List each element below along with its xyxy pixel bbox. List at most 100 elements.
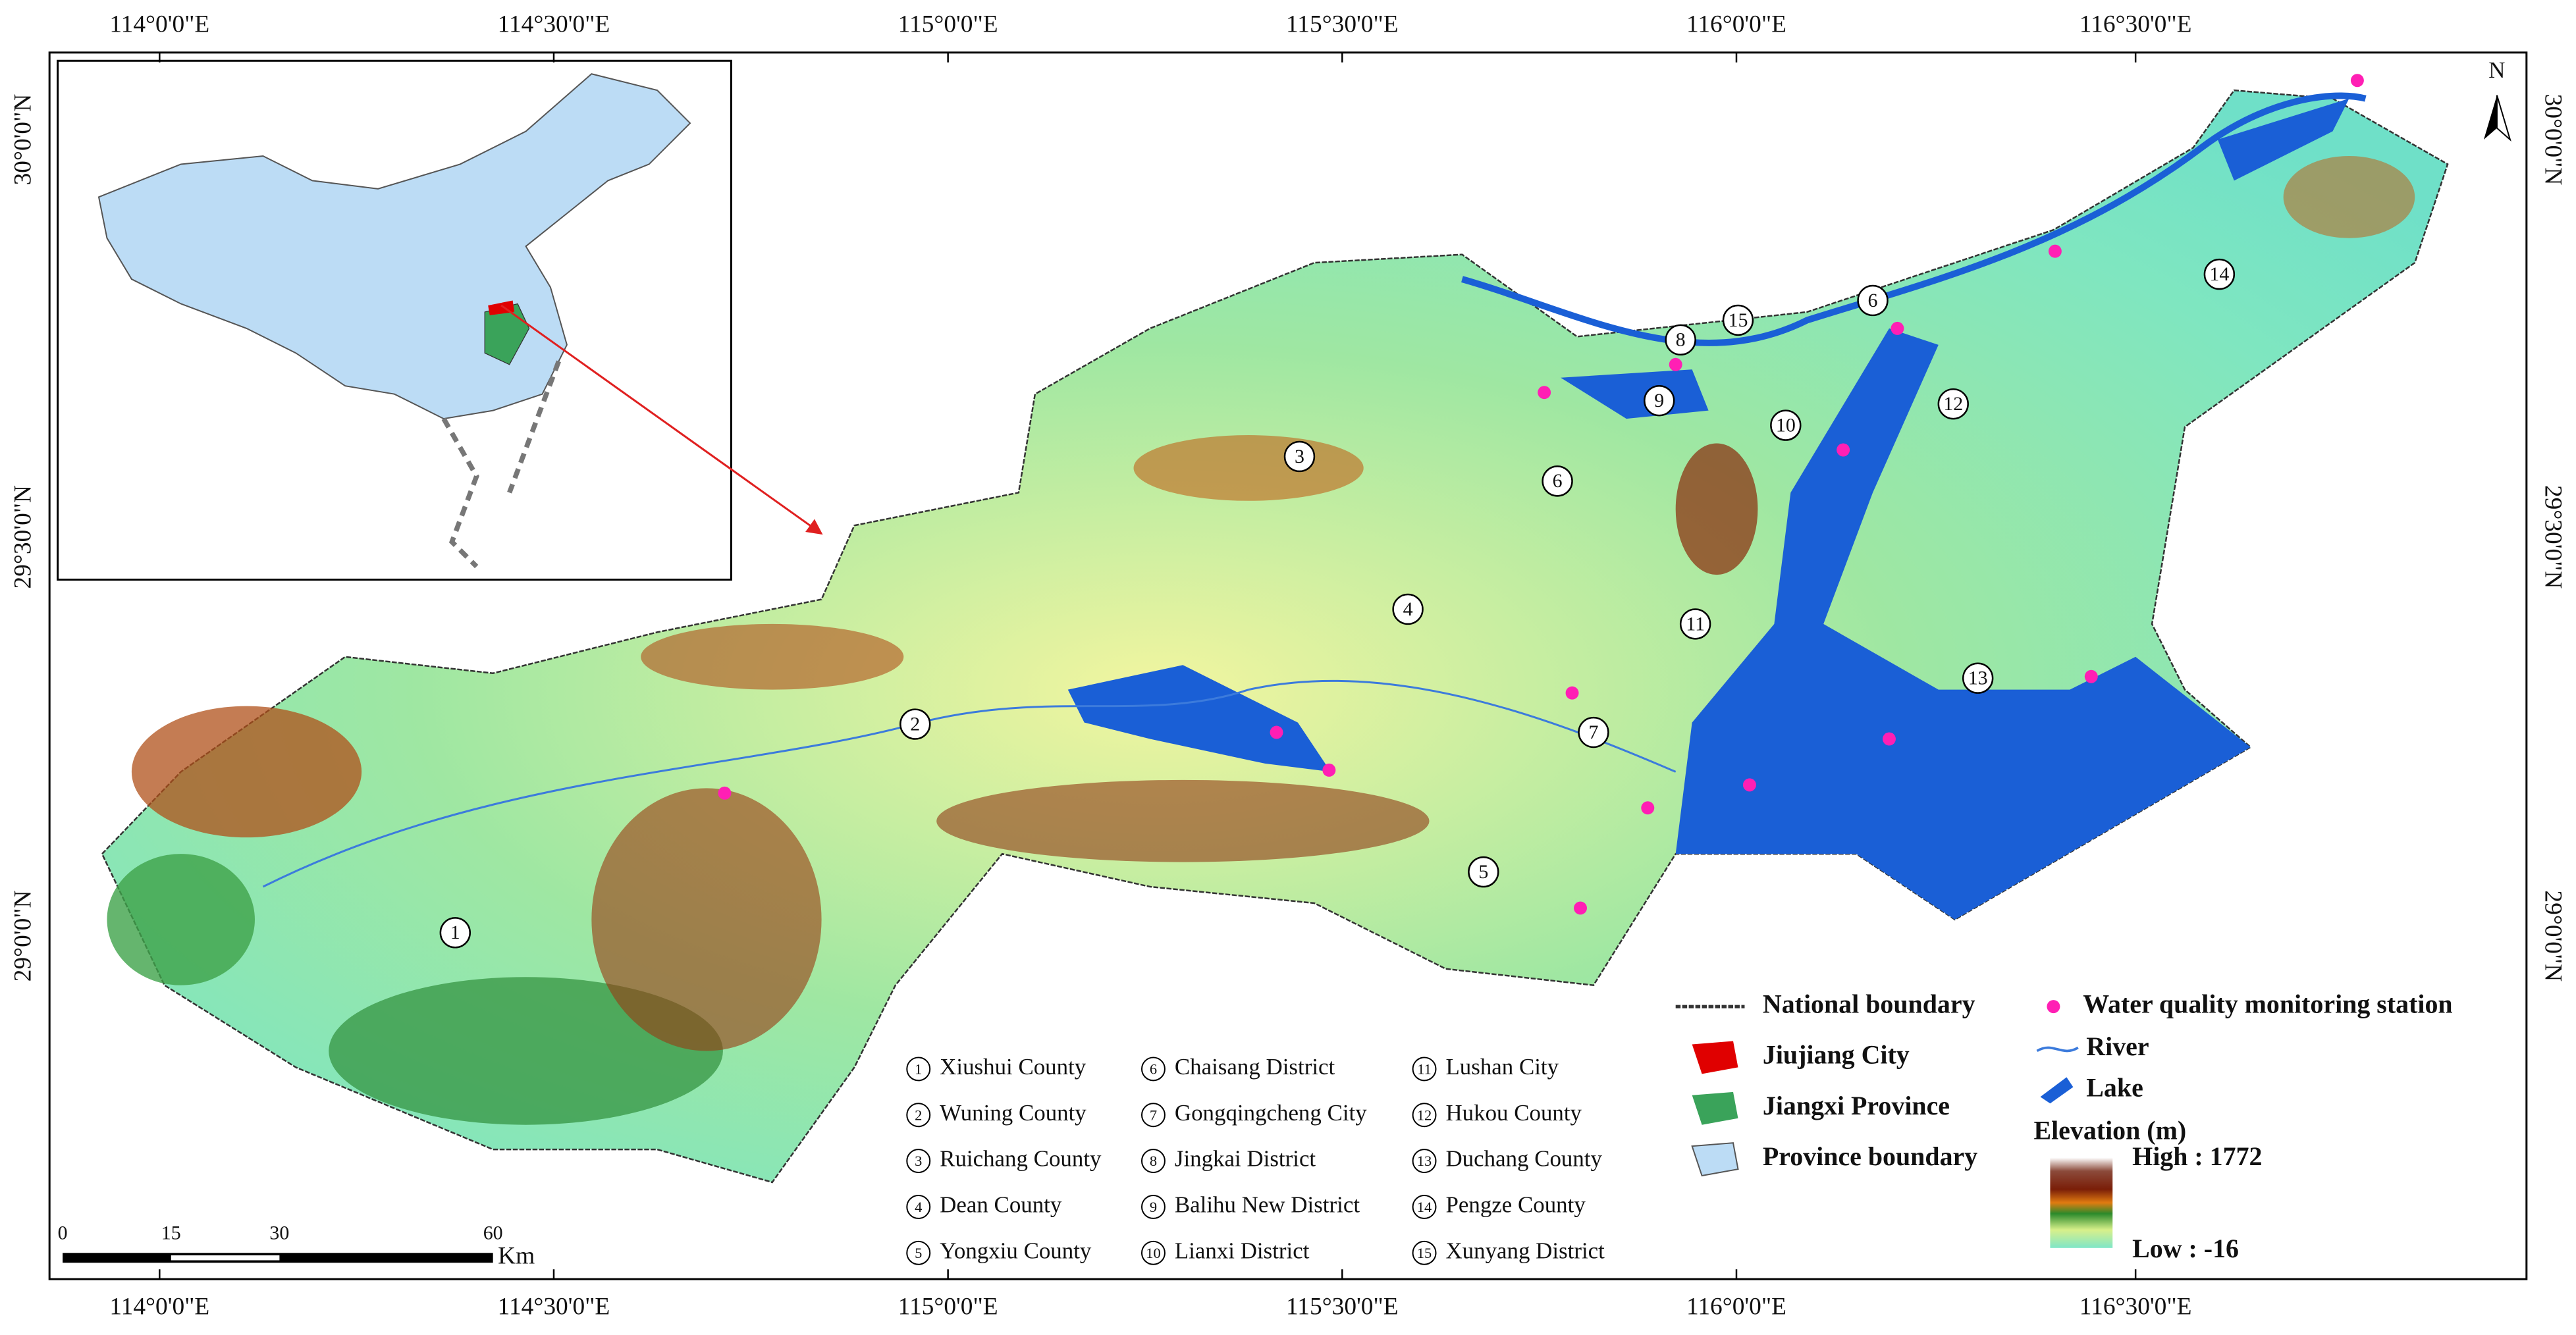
map-label: 15: [1729, 309, 1748, 331]
station: [1322, 763, 1336, 777]
district-number-circle: [1140, 1149, 1166, 1174]
map-label-circle: [899, 708, 931, 740]
station: [1669, 357, 1682, 371]
district-number: 7: [1150, 1107, 1157, 1123]
district-number-circle: [1412, 1240, 1437, 1265]
map-label: 12: [1943, 393, 1963, 415]
station: [1641, 801, 1655, 815]
map-label-circle: [1644, 384, 1675, 417]
scale-tick-label: 60: [483, 1222, 503, 1244]
scale-tick-label: 30: [269, 1222, 289, 1244]
graticule-label: 29°0'0"N: [9, 890, 36, 982]
legend-label: Jiujiang City: [1763, 1040, 1910, 1070]
mountain: [107, 854, 255, 985]
map-label: 10: [1776, 414, 1796, 436]
station: [1882, 732, 1896, 746]
district-number-circle: [906, 1149, 931, 1174]
graticule-label: 116°30'0"E: [2080, 1294, 2192, 1321]
sea-boundary: [441, 360, 561, 569]
scale-tick-label: 0: [58, 1222, 68, 1244]
graticule-label: 29°30'0"N: [2540, 485, 2567, 589]
legend-label: Low : -16: [2132, 1234, 2239, 1263]
graticule-label: 115°30'0"E: [1286, 11, 1399, 38]
district-name: Dean County: [940, 1191, 1062, 1217]
river: [262, 679, 1677, 888]
district-name: Hukou County: [1445, 1100, 1582, 1126]
district-number: 3: [915, 1153, 922, 1169]
district-name: Duchang County: [1445, 1146, 1602, 1172]
legend-label: Lake: [2086, 1072, 2143, 1102]
station: [1270, 725, 1283, 739]
map-label-circle: [1392, 593, 1424, 625]
mountain: [131, 706, 362, 838]
station: [1574, 901, 1587, 915]
station: [2048, 244, 2062, 258]
graticule-label: 29°0'0"N: [2540, 890, 2567, 982]
district-number: 9: [1150, 1199, 1157, 1215]
legend-label: Elevation (m): [2033, 1115, 2186, 1145]
scale-bar-segment: [171, 1255, 280, 1261]
graticule-label: 115°30'0"E: [1286, 1294, 1399, 1321]
graticule-label: 30°0'0"N: [2540, 94, 2567, 186]
district-name: Xunyang District: [1445, 1238, 1605, 1263]
graticule-label: 115°0'0"E: [898, 1294, 998, 1321]
map-label: 5: [1478, 861, 1488, 883]
mountain: [2283, 155, 2415, 238]
graticule-label: 114°30'0"E: [498, 1294, 610, 1321]
map-label: 14: [2209, 263, 2229, 285]
map-label: 11: [1686, 613, 1705, 635]
map-label: 13: [1968, 668, 1988, 689]
station: [1837, 443, 1850, 457]
station: [1538, 386, 1551, 400]
legend-label: National boundary: [1763, 989, 1975, 1018]
district-name: Ruichang County: [940, 1146, 1102, 1172]
scale-unit: Km: [498, 1242, 535, 1269]
station: [2350, 74, 2364, 88]
graticule-label: 116°30'0"E: [2080, 11, 2192, 38]
north-label: N: [2488, 57, 2505, 83]
yangtze-river: [1461, 92, 2367, 346]
district-number-circle: [906, 1240, 931, 1265]
mountain: [936, 779, 1430, 862]
scale-tick-label: 15: [161, 1222, 181, 1244]
legend-label: High : 1772: [2132, 1141, 2262, 1171]
lake: [1675, 328, 2251, 920]
legend-station: [2047, 1000, 2060, 1014]
district-number: 13: [1417, 1153, 1432, 1169]
legend-label: River: [2086, 1032, 2149, 1061]
mountain: [1133, 435, 1364, 501]
station: [1742, 778, 1756, 792]
graticule-label: 29°30'0"N: [9, 485, 36, 589]
legend-label: Jiangxi Province: [1763, 1091, 1950, 1120]
north-arrow: [2483, 95, 2497, 140]
district-name: Pengze County: [1445, 1191, 1586, 1217]
mountain: [641, 623, 904, 690]
graticule-label: 114°30'0"E: [498, 11, 610, 38]
graticule-label: 30°0'0"N: [9, 94, 36, 186]
china-outline: [97, 73, 691, 420]
district-number-circle: [1140, 1240, 1166, 1265]
district-number: 6: [1150, 1061, 1157, 1078]
district-number: 14: [1417, 1199, 1432, 1215]
legend-label: Water quality monitoring station: [2083, 989, 2452, 1018]
mountains: [107, 155, 2415, 1125]
district-number: 4: [915, 1199, 922, 1215]
graticule-label: 115°0'0"E: [898, 11, 998, 38]
map-label: 6: [1868, 290, 1878, 311]
district-number: 2: [915, 1107, 922, 1123]
station: [718, 786, 732, 800]
map-label-circle: [2203, 258, 2236, 290]
map-label-circle: [1722, 304, 1754, 336]
district-name: Xiushui County: [940, 1054, 1087, 1080]
district-number: 10: [1146, 1245, 1160, 1261]
district-name: Balihu New District: [1175, 1191, 1360, 1217]
map-label-circle: [1937, 388, 1969, 420]
district-name: Yongxiu County: [940, 1238, 1092, 1263]
district-name: Chaisang District: [1175, 1054, 1335, 1080]
legend-jiujiang: [1692, 1041, 1738, 1074]
graticule-label: 116°0'0"E: [1686, 1294, 1786, 1321]
district-name: Lushan City: [1445, 1054, 1559, 1080]
legend-river: [2036, 1046, 2079, 1053]
